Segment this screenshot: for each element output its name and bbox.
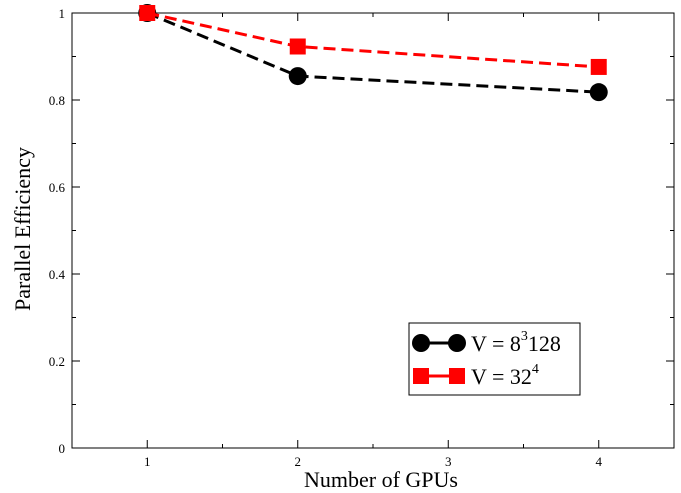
data-point-square xyxy=(289,38,306,55)
data-point-square xyxy=(590,58,607,75)
legend-label-2: V = 324 xyxy=(471,362,539,389)
series-line-1 xyxy=(146,11,599,94)
plot-frame xyxy=(71,12,675,449)
y-tick-label: 0.4 xyxy=(49,267,66,282)
legend-marker-circle xyxy=(448,334,466,352)
axes-layer: 1 2 3 4 0 0.2 0.4 0.6 0.8 1 xyxy=(49,6,675,469)
legend-label-base: V = 8 xyxy=(471,331,521,356)
legend: V = 83128 V = 324 xyxy=(408,322,581,396)
y-axis-title: Parallel Efficiency xyxy=(10,147,35,311)
y-tick-label: 1 xyxy=(59,6,66,21)
legend-marker-square xyxy=(413,368,429,384)
y-tick-label: 0 xyxy=(59,441,66,456)
legend-label-exponent: 4 xyxy=(532,362,539,377)
y-tick-label: 0.2 xyxy=(49,354,65,369)
x-tick-label: 2 xyxy=(295,454,302,469)
x-tick-label: 4 xyxy=(596,454,603,469)
legend-marker-circle xyxy=(412,334,430,352)
series-layer xyxy=(138,4,608,102)
y-tick-label: 0.8 xyxy=(49,93,65,108)
x-tick-label: 1 xyxy=(144,454,151,469)
data-point-square xyxy=(139,5,156,21)
y-tick-label: 0.6 xyxy=(49,180,66,195)
legend-label-exponent: 3 xyxy=(521,329,528,344)
x-tick-label: 3 xyxy=(445,454,452,469)
data-point-circle xyxy=(589,83,608,102)
legend-label-1: V = 83128 xyxy=(471,329,561,356)
legend-marker-square xyxy=(449,368,465,384)
x-axis-title: Number of GPUs xyxy=(304,467,458,492)
legend-label-base: V = 32 xyxy=(471,364,532,389)
legend-box xyxy=(408,322,581,396)
legend-label-tail: 128 xyxy=(528,331,561,356)
data-point-circle xyxy=(288,67,307,86)
